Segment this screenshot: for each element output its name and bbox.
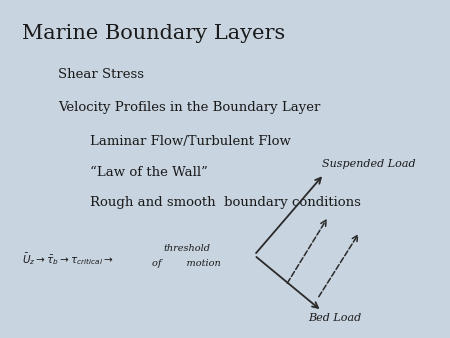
Text: of        motion: of motion — [153, 259, 221, 268]
Text: “Law of the Wall”: “Law of the Wall” — [90, 166, 208, 178]
Text: Rough and smooth  boundary conditions: Rough and smooth boundary conditions — [90, 196, 361, 209]
Text: Suspended Load: Suspended Load — [322, 159, 415, 169]
Text: $\bar{U}_{z} \rightarrow \bar{\tau}_{b} \rightarrow \tau_{critical} \rightarrow$: $\bar{U}_{z} \rightarrow \bar{\tau}_{b} … — [22, 250, 114, 267]
Text: Laminar Flow/Turbulent Flow: Laminar Flow/Turbulent Flow — [90, 135, 291, 148]
Text: Shear Stress: Shear Stress — [58, 68, 144, 80]
Text: threshold: threshold — [163, 244, 210, 253]
Text: Velocity Profiles in the Boundary Layer: Velocity Profiles in the Boundary Layer — [58, 101, 321, 114]
Text: Marine Boundary Layers: Marine Boundary Layers — [22, 24, 286, 43]
Text: Bed Load: Bed Load — [308, 313, 361, 323]
